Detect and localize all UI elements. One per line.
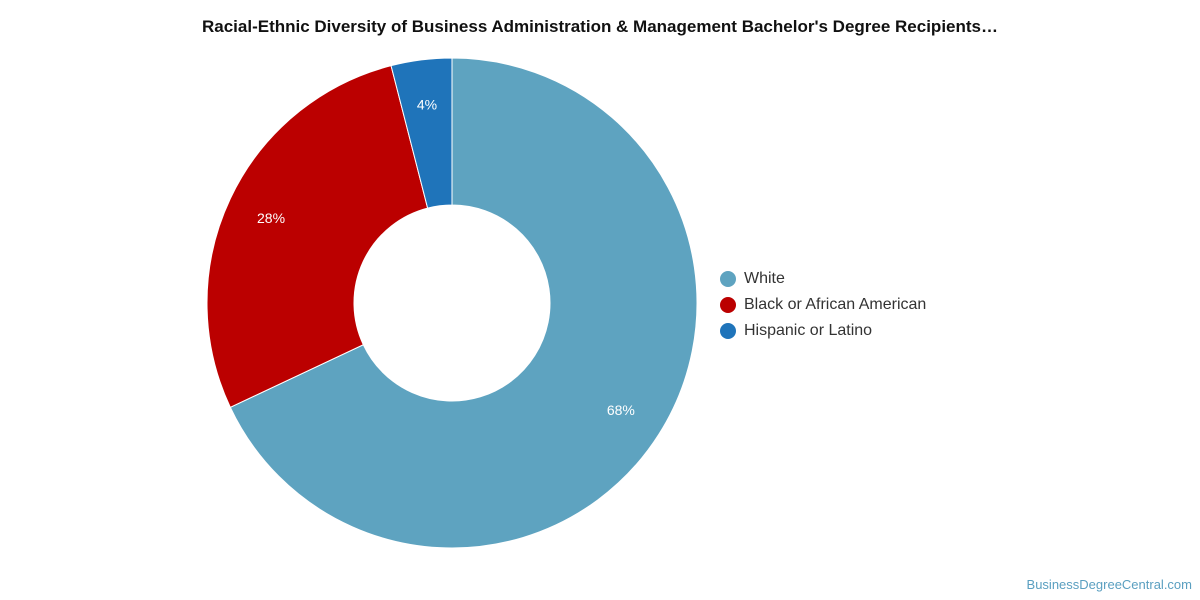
legend-swatch-hispanic-or-latino	[720, 323, 736, 339]
source-credit[interactable]: BusinessDegreeCentral.com	[1026, 577, 1192, 592]
slice-black-or-african-american[interactable]	[206, 65, 429, 408]
data-label-hispanic-or-latino: 4%	[417, 97, 437, 113]
legend-swatch-white	[720, 271, 736, 287]
slice-hispanic-or-latino[interactable]	[390, 57, 453, 209]
legend-swatch-black-or-african-american	[720, 297, 736, 313]
data-label-white: 68%	[607, 402, 635, 418]
legend-label-black-or-african-american: Black or African American	[744, 296, 927, 313]
slices-layer	[206, 57, 698, 549]
legend-item-black-or-african-american[interactable]: Black or African American	[720, 292, 926, 318]
data-label-black-or-african-american: 28%	[257, 210, 285, 226]
legend-item-white[interactable]: White	[720, 266, 926, 292]
chart-legend: White Black or African American Hispanic…	[720, 266, 926, 344]
chart-title: Racial-Ethnic Diversity of Business Admi…	[201, 17, 998, 36]
slice-white[interactable]	[229, 57, 698, 549]
legend-label-white: White	[744, 270, 785, 287]
legend-label-hispanic-or-latino: Hispanic or Latino	[744, 322, 873, 339]
labels-layer: 68% 28% 4%	[257, 97, 635, 419]
legend-item-hispanic-or-latino[interactable]: Hispanic or Latino	[720, 318, 926, 344]
